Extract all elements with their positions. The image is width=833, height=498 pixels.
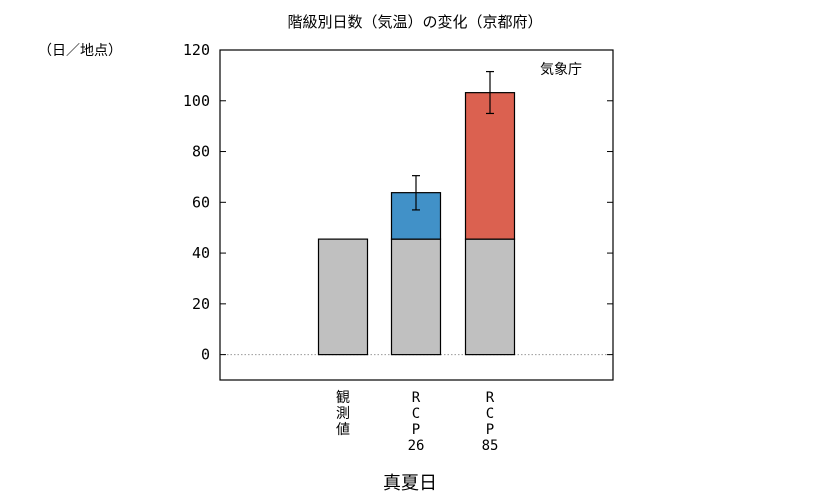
y-tick-label: 60: [192, 193, 210, 211]
credit-label: 気象庁: [540, 62, 582, 78]
error-bars: [412, 70, 494, 211]
y-unit-label: （日／地点）: [38, 43, 122, 59]
x-category-label: R C P 26: [408, 390, 425, 454]
bar-base: [317, 238, 369, 356]
y-tick-label: 120: [183, 41, 210, 59]
bar-base: [464, 238, 516, 356]
bar-increase: [464, 92, 516, 240]
error-bar: [412, 175, 420, 211]
y-ticks: 0 20 40 60 80 100 120: [183, 41, 613, 364]
chart-title: 階級別日数（気温）の変化（京都府）: [287, 13, 542, 31]
x-category-labels: 観測値 R C P 26 R C P 85: [336, 389, 498, 454]
bars: [317, 92, 516, 356]
y-tick-label: 40: [192, 244, 210, 262]
y-tick-label: 100: [183, 92, 210, 110]
y-tick-label: 80: [192, 143, 210, 161]
x-category-label: 観測値: [336, 389, 350, 438]
plot-frame: [219, 49, 614, 381]
y-tick-label: 0: [201, 346, 210, 364]
error-bar: [486, 70, 494, 115]
y-tick-label: 20: [192, 295, 210, 313]
x-category-label: R C P 85: [482, 390, 499, 454]
bar-base: [390, 238, 442, 356]
x-axis-label: 真夏日: [383, 473, 437, 494]
